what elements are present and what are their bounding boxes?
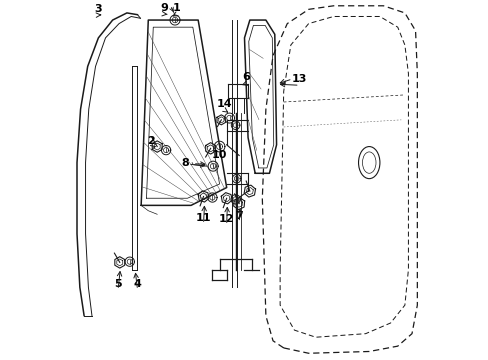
Text: 4: 4 — [133, 279, 141, 289]
Text: 9: 9 — [160, 3, 168, 13]
Text: 1: 1 — [173, 3, 180, 13]
Text: 6: 6 — [242, 72, 250, 82]
Text: 2: 2 — [147, 136, 155, 146]
Text: 14: 14 — [217, 99, 232, 109]
Text: 3: 3 — [94, 4, 102, 14]
Text: 5: 5 — [114, 279, 122, 289]
Text: 13: 13 — [291, 74, 307, 84]
Text: 11: 11 — [195, 213, 211, 223]
Text: 10: 10 — [211, 150, 227, 161]
Text: 12: 12 — [219, 214, 234, 224]
Text: 8: 8 — [182, 158, 189, 168]
Text: 7: 7 — [235, 211, 243, 221]
